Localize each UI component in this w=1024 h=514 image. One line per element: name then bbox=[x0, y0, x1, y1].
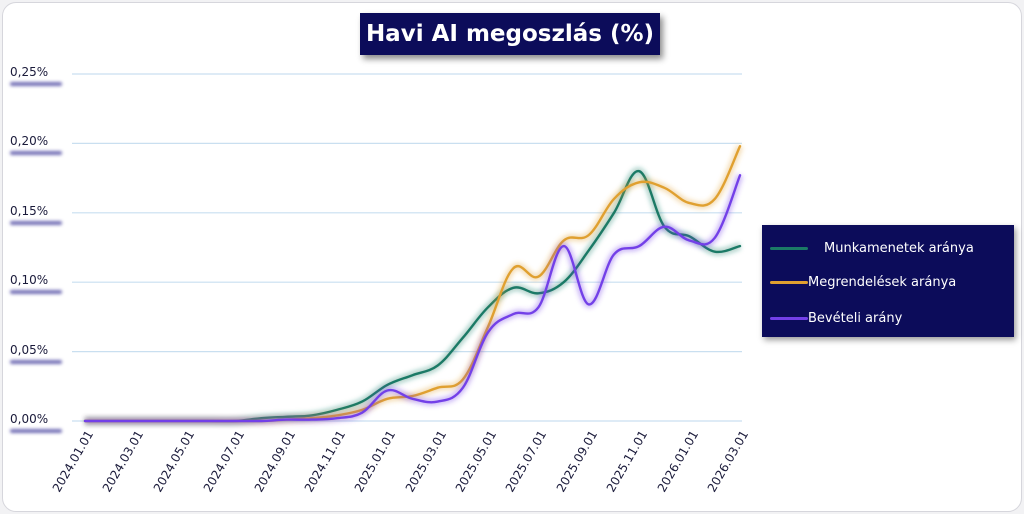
series-2 bbox=[83, 144, 744, 425]
legend-item: Munkamenetek aránya bbox=[770, 237, 974, 259]
legend-swatch bbox=[770, 280, 808, 284]
y-tick-label: 0,00% bbox=[10, 409, 60, 429]
legend-swatch bbox=[770, 246, 808, 250]
series-line bbox=[83, 174, 742, 423]
legend-item: Megrendelések aránya bbox=[770, 271, 956, 293]
series-group bbox=[83, 144, 744, 425]
y-tick-label: 0,25% bbox=[10, 62, 60, 82]
y-tick-label: 0,05% bbox=[10, 340, 60, 360]
y-tick-label: 0,10% bbox=[10, 270, 60, 290]
legend-item: Bevételi arány bbox=[770, 307, 902, 329]
series-3 bbox=[83, 174, 744, 425]
legend-label: Megrendelések aránya bbox=[808, 274, 957, 290]
series-line bbox=[83, 170, 742, 423]
y-tick-label: 0,20% bbox=[10, 131, 60, 151]
series-line-glow bbox=[84, 144, 744, 425]
legend-label: Munkamenetek aránya bbox=[824, 240, 974, 256]
series-line-glow bbox=[84, 174, 744, 425]
grid-lines bbox=[72, 73, 742, 422]
legend: Munkamenetek aránya Megrendelések aránya… bbox=[762, 225, 1014, 337]
chart-title: Havi AI megoszlás (%) bbox=[360, 13, 660, 55]
series-line-glow bbox=[84, 167, 741, 425]
series-line bbox=[83, 145, 742, 423]
series-1 bbox=[83, 167, 742, 425]
legend-swatch bbox=[770, 316, 808, 320]
y-tick-label: 0,15% bbox=[10, 201, 60, 221]
legend-label: Bevételi arány bbox=[808, 310, 903, 326]
